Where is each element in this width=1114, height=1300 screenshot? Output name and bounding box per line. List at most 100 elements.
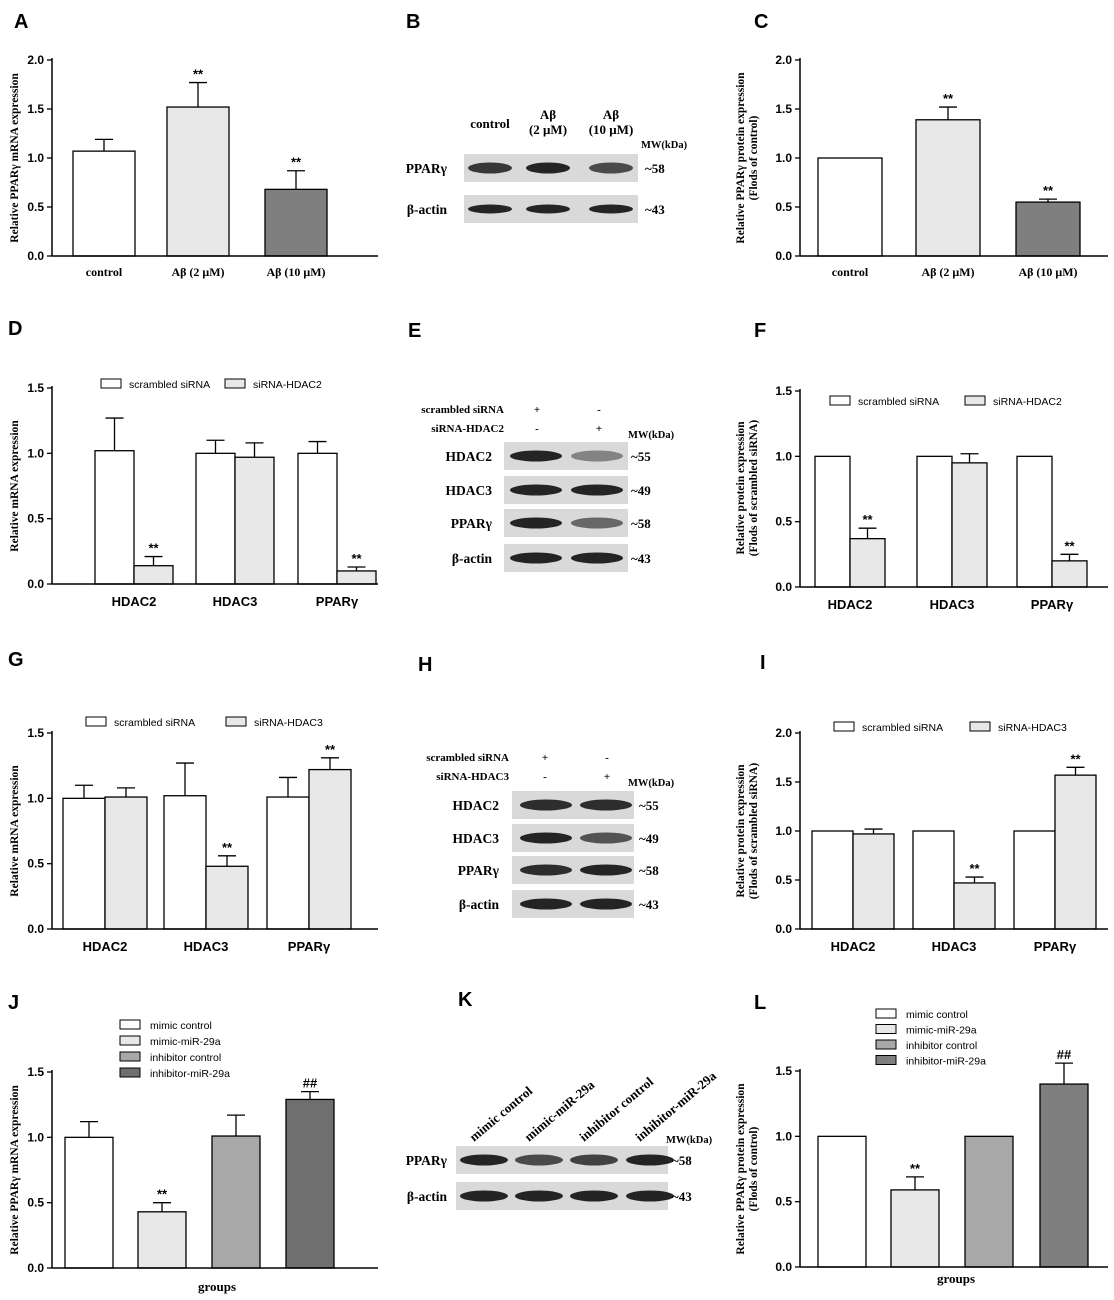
- legend-label: inhibitor-miR-29a: [906, 1056, 986, 1068]
- significance-marker: **: [291, 155, 302, 170]
- y-tick-label: 1.0: [27, 151, 44, 165]
- y-tick-label: 1.5: [775, 775, 792, 789]
- legend-label: scrambled siRNA: [862, 722, 943, 734]
- y-axis-title-line: (Flods of scrambled siRNA): [748, 420, 760, 557]
- x-tick-label: HDAC3: [930, 597, 975, 612]
- blot-band: [571, 484, 623, 496]
- bar: [951, 462, 988, 588]
- bar: [133, 565, 174, 585]
- blot-treatment-sign: +: [542, 752, 548, 764]
- bar: [912, 830, 955, 930]
- blot-row-label: β-actin: [452, 551, 493, 566]
- y-axis-title-line: (Flods of control): [748, 115, 760, 200]
- y-tick-label: 0.5: [27, 1196, 44, 1210]
- bar: [1051, 560, 1088, 588]
- blot-treatment-label: siRNA-HDAC3: [436, 771, 509, 783]
- legend-swatch: [833, 721, 855, 732]
- chart-panel-f: ** ** 0.0 0.5 1.0 1.5 HDAC2 HDAC3 PPARγ Relative …: [735, 384, 1108, 612]
- bar: [1016, 455, 1053, 588]
- legend-swatch: [224, 378, 246, 389]
- blot-band: [589, 204, 633, 214]
- legend-swatch: [119, 1067, 141, 1078]
- y-tick-label: 0.0: [775, 922, 792, 936]
- blot-mw-label: MW(kDa): [628, 430, 675, 441]
- y-axis-title: Relative mRNA expression: [9, 420, 21, 552]
- y-tick-label: 1.0: [775, 824, 792, 838]
- y-axis-title-line: Relative PPARγ mRNA expression: [9, 73, 21, 243]
- legend-label: scrambled siRNA: [858, 396, 939, 408]
- x-tick-label: PPARγ: [288, 939, 331, 954]
- bar: [849, 538, 886, 588]
- blot-treatment-sign: -: [605, 752, 609, 764]
- x-tick-label: PPARγ: [1031, 597, 1074, 612]
- bar: [915, 119, 981, 257]
- y-tick-label: 1.0: [775, 1129, 792, 1143]
- blot-band: [510, 517, 562, 529]
- x-axis-title: groups: [937, 1271, 975, 1286]
- panel-letter-h: H: [418, 654, 432, 676]
- blot-band: [520, 799, 572, 811]
- bar: [1015, 201, 1081, 257]
- x-tick-label: HDAC2: [831, 939, 876, 954]
- legend-swatch: [875, 1039, 897, 1050]
- panel-letter-b: B: [406, 11, 420, 33]
- panel-letter-f: F: [754, 320, 766, 342]
- blot-row-label: HDAC3: [453, 831, 500, 846]
- y-axis-title-line: Relative protein expression: [735, 764, 747, 898]
- y-tick-label: 0.0: [27, 1261, 44, 1275]
- legend-swatch: [964, 395, 986, 406]
- y-axis-title-line: Relative PPARγ mRNA expression: [9, 1085, 21, 1255]
- blot-band: [626, 1154, 674, 1166]
- blot-row-label: PPARγ: [406, 1153, 448, 1168]
- blot-mw-label: MW(kDa): [666, 1135, 713, 1146]
- significance-marker: **: [1070, 751, 1081, 766]
- legend-label: siRNA-HDAC2: [993, 396, 1062, 408]
- bar: [1039, 1083, 1089, 1268]
- blot-kda-label: ~58: [672, 1153, 692, 1168]
- legend-label: siRNA-HDAC2: [253, 379, 322, 391]
- blot-band: [520, 898, 572, 910]
- bar: [852, 833, 895, 930]
- bar: [264, 188, 328, 257]
- y-axis-title-line: Relative mRNA expression: [9, 420, 21, 552]
- y-tick-label: 0.0: [27, 922, 44, 936]
- panel-letter-g: G: [8, 649, 24, 671]
- chart-panel-j: ** ## 0.0 0.5 1.0 1.5 groups Relative PPARγ mRN…: [9, 1019, 378, 1294]
- chart-panel-d: ** ** 0.0 0.5 1.0 1.5 HDAC2 HDAC3 PPARγ Relative …: [9, 378, 378, 609]
- bar: [104, 796, 148, 930]
- y-tick-label: 1.0: [27, 446, 44, 460]
- blot-band: [468, 162, 512, 174]
- y-tick-label: 2.0: [775, 53, 792, 67]
- bar: [94, 450, 135, 585]
- blot-band: [515, 1190, 563, 1202]
- legend-swatch: [85, 716, 107, 727]
- legend-swatch: [875, 1055, 897, 1065]
- blot-band: [468, 204, 512, 214]
- bar: [817, 1135, 867, 1268]
- bar: [817, 157, 883, 257]
- y-tick-label: 0.5: [27, 857, 44, 871]
- blot-band: [571, 450, 623, 462]
- significance-marker: **: [910, 1161, 921, 1176]
- panel-letter-e: E: [408, 320, 421, 342]
- bar: [72, 150, 136, 257]
- panel-letter-i: I: [760, 652, 766, 674]
- chart-panel-g: ** ** 0.0 0.5 1.0 1.5 HDAC2 HDAC3 PPARγ Relative …: [9, 716, 378, 954]
- panel-letter-j: J: [8, 992, 19, 1014]
- blot-band: [571, 517, 623, 529]
- blot-kda-label: ~55: [631, 449, 651, 464]
- x-tick-label: HDAC3: [213, 594, 258, 609]
- y-tick-label: 1.5: [27, 102, 44, 116]
- blot-row-label: β-actin: [459, 897, 500, 912]
- bar: [211, 1135, 261, 1269]
- blot-band: [460, 1190, 508, 1202]
- legend-swatch: [119, 1035, 141, 1046]
- panel-letter-l: L: [754, 992, 766, 1014]
- blot-kda-label: ~58: [645, 161, 665, 176]
- y-axis-title-line: (Flods of scrambled siRNA): [748, 763, 760, 900]
- chart-panel-l: ** ## 0.0 0.5 1.0 1.5 groups Relative PPARγ pro…: [735, 1008, 1108, 1286]
- significance-marker: **: [969, 861, 980, 876]
- legend-label: mimic-miR-29a: [150, 1036, 221, 1048]
